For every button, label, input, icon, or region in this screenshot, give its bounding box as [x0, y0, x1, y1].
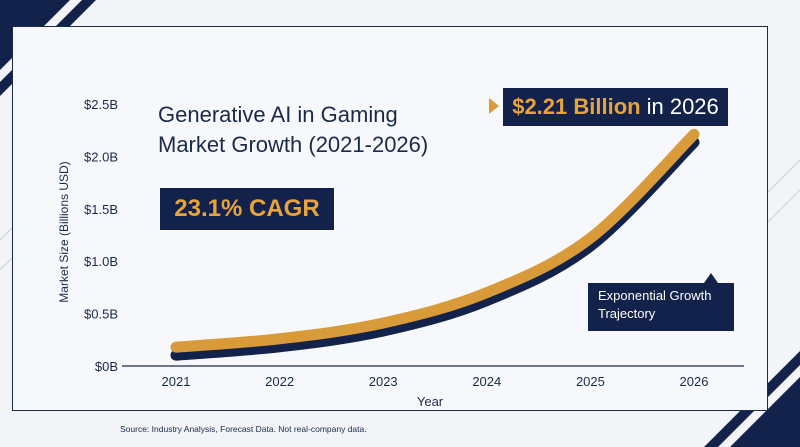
data-point-group — [175, 134, 695, 348]
chart-title: Generative AI in Gaming Market Growth (2… — [158, 100, 428, 160]
growth-line — [170, 128, 700, 353]
x-tick-label: 2022 — [265, 374, 294, 389]
value-callout: $2.21 Billion in 2026 — [503, 88, 728, 126]
y-tick-label: $0.5B — [84, 307, 118, 322]
y-tick-label: $1.0B — [84, 254, 118, 269]
x-axis-label: Year — [417, 394, 444, 409]
cagr-badge: 23.1% CAGR — [160, 188, 334, 230]
growth-line-shadow — [170, 136, 700, 361]
x-tick-group: 2021 2022 2023 2024 2025 2026 — [162, 374, 709, 389]
y-tick-label: $0B — [95, 359, 118, 374]
annotation-line-1: Exponential Growth — [598, 288, 712, 303]
y-tick-label: $2.5B — [84, 97, 118, 112]
chart-title-line-2: Market Growth (2021-2026) — [158, 132, 429, 157]
callout-arrow-icon — [489, 98, 499, 114]
x-tick-label: 2026 — [680, 374, 709, 389]
x-tick-label: 2023 — [369, 374, 398, 389]
source-note: Source: Industry Analysis, Forecast Data… — [120, 424, 367, 434]
x-tick-label: 2025 — [576, 374, 605, 389]
trajectory-annotation: Exponential Growth Trajectory — [588, 283, 734, 331]
chart-title-line-1: Generative AI in Gaming — [158, 102, 398, 127]
y-axis-label: Market Size (Billions USD) — [57, 161, 71, 302]
callout-suffix: in 2026 — [646, 94, 719, 119]
y-tick-label: $2.0B — [84, 149, 118, 164]
corner-stripe-bottom-right — [730, 377, 800, 447]
x-tick-label: 2021 — [162, 374, 191, 389]
y-tick-group: $0B $0.5B $1.0B $1.5B $2.0B $2.5B — [84, 97, 118, 374]
annotation-pointer-icon — [704, 273, 718, 283]
annotation-line-2: Trajectory — [598, 306, 656, 321]
callout-value: $2.21 Billion — [512, 94, 641, 119]
x-tick-label: 2024 — [472, 374, 501, 389]
y-tick-label: $1.5B — [84, 202, 118, 217]
